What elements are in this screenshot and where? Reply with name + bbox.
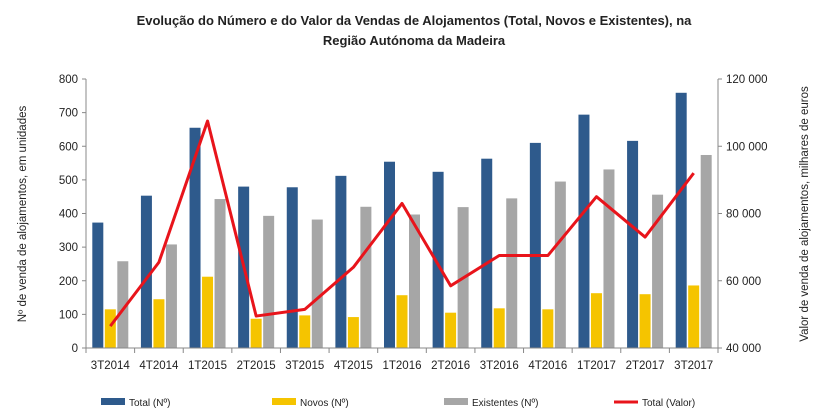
y-tick-label: 600 <box>59 141 78 153</box>
y2-tick-label: 40 000 <box>726 343 761 355</box>
legend-swatch <box>101 398 125 405</box>
x-tick-label: 1T2016 <box>382 360 421 372</box>
bar <box>165 244 177 348</box>
bar <box>153 299 165 348</box>
bar <box>493 308 505 348</box>
x-tick-label: 1T2017 <box>577 360 616 372</box>
bar <box>250 318 262 348</box>
line-series <box>109 119 695 328</box>
y2-tick-label: 60 000 <box>726 276 761 288</box>
bar <box>529 142 541 348</box>
x-tick-label: 3T2017 <box>674 360 713 372</box>
bar <box>311 219 323 348</box>
bar <box>554 181 566 348</box>
legend-swatch <box>272 398 296 405</box>
bar <box>92 222 104 348</box>
x-tick-label: 2T2017 <box>626 360 665 372</box>
bar <box>627 140 639 348</box>
bar <box>590 293 602 348</box>
bar <box>506 198 518 348</box>
y2-tick-label: 100 000 <box>726 141 768 153</box>
bar <box>104 309 116 348</box>
bar <box>299 315 311 348</box>
bar <box>286 187 298 348</box>
x-tick-label: 3T2015 <box>285 360 324 372</box>
bar <box>214 199 226 348</box>
y-axis-label: Nº de venda de alojamentos, em unidades <box>17 106 29 323</box>
bar <box>700 154 712 348</box>
legend-label: Novos (Nº) <box>300 398 349 409</box>
bar <box>542 309 554 348</box>
bar <box>652 194 664 348</box>
bar <box>347 317 359 348</box>
bar <box>688 285 700 348</box>
legend-label: Total (Nº) <box>129 398 170 409</box>
y-tick-label: 0 <box>72 343 78 355</box>
x-tick-label: 4T2016 <box>528 360 567 372</box>
bar <box>360 206 372 348</box>
x-tick-label: 3T2016 <box>480 360 519 372</box>
bar <box>263 215 275 348</box>
x-tick-label: 3T2014 <box>91 360 131 372</box>
y2-tick-label: 80 000 <box>726 209 761 221</box>
y-tick-label: 300 <box>59 242 78 254</box>
bar <box>396 295 408 348</box>
legend-label: Total (Valor) <box>642 398 695 409</box>
legend: Total (Nº) Novos (Nº) Existentes (Nº) Total… <box>101 398 695 409</box>
bar <box>603 169 615 348</box>
y-tick-label: 500 <box>59 175 78 187</box>
y-tick-label: 400 <box>59 209 78 221</box>
bar <box>639 294 651 348</box>
bar <box>409 214 420 348</box>
bar <box>432 171 444 348</box>
bar <box>675 92 687 348</box>
bar <box>140 195 152 348</box>
x-tick-label: 1T2015 <box>188 360 227 372</box>
bar <box>384 161 395 348</box>
plot-area: 0 100 200 300 400 500 600 700 800 40 000 60 000 80 … <box>59 74 768 372</box>
bar <box>202 276 214 348</box>
x-tick-label: 4T2015 <box>334 360 373 372</box>
y-tick-label: 700 <box>59 108 78 120</box>
bar <box>578 114 590 348</box>
x-tick-label: 2T2015 <box>237 360 276 372</box>
y2-axis-label: Valor de venda de alojamentos, milhares … <box>799 86 811 342</box>
bar <box>117 261 129 348</box>
y-tick-label: 800 <box>59 74 78 86</box>
chart-title: Evolução do Número e do Valor da Vendas … <box>137 13 693 28</box>
chart-subtitle: Região Autónoma da Madeira <box>323 33 506 48</box>
x-tick-label: 2T2016 <box>431 360 470 372</box>
y-tick-label: 100 <box>59 309 78 321</box>
x-tick-label: 4T2014 <box>139 360 179 372</box>
bar <box>335 175 347 348</box>
legend-label: Existentes (Nº) <box>472 398 538 409</box>
bar <box>481 158 493 348</box>
y-tick-label: 200 <box>59 276 78 288</box>
bar <box>189 127 201 348</box>
y2-tick-label: 120 000 <box>726 74 768 86</box>
legend-swatch <box>444 398 468 405</box>
bar <box>445 312 457 348</box>
